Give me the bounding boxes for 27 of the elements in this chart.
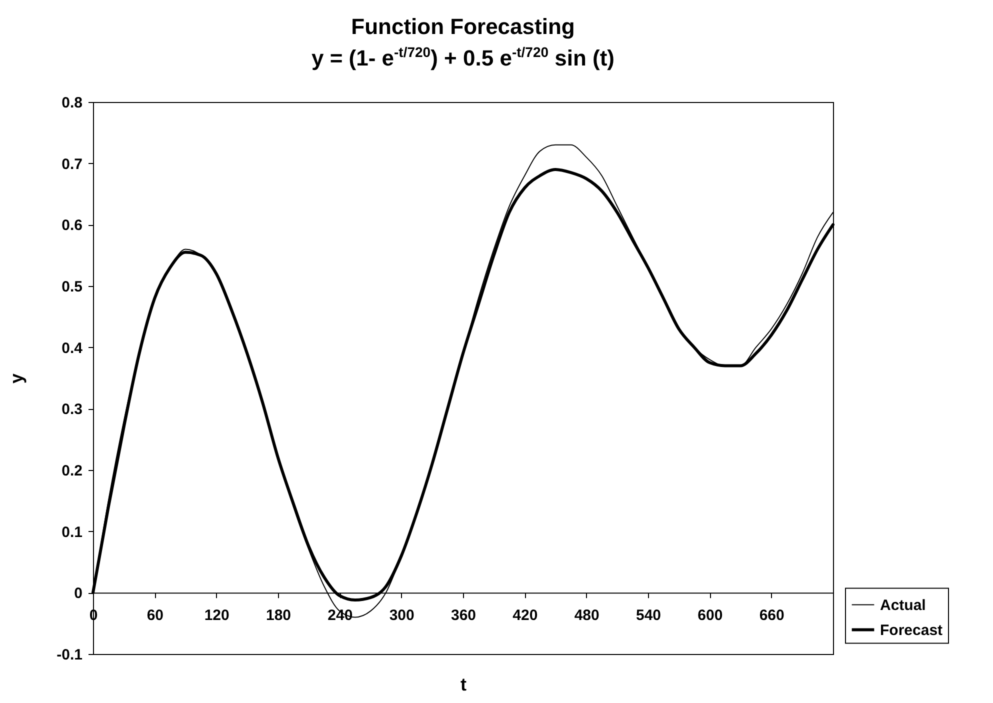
x-tick-label: 300 [389, 607, 414, 624]
x-tick-label: 540 [636, 607, 662, 624]
y-tick-label: 0 [74, 585, 82, 602]
y-tick-label: 0.3 [62, 401, 82, 418]
x-axis-title: t [460, 674, 466, 694]
y-tick-label: 0.7 [62, 156, 82, 173]
y-tick-label: 0.5 [62, 278, 82, 296]
x-tick-label: 120 [204, 607, 230, 624]
x-tick-label: 360 [450, 607, 476, 624]
x-tick-label: 480 [574, 607, 600, 624]
x-tick-label: 240 [328, 607, 353, 624]
chart-title: Function Forecasting [350, 13, 576, 40]
chart-subtitle: y = (1- e$^{-t/720}$) + 0.5 e$^{-t/720}$ sin (t) [310, 44, 616, 72]
x-tick-label: 60 [146, 607, 164, 624]
y-tick-label: -0.1 [56, 646, 82, 664]
y-tick-label: 0.4 [62, 340, 84, 357]
x-tick-label: 420 [512, 607, 538, 624]
y-tick-label: 0.8 [62, 94, 82, 112]
y-tick-label: 0.2 [62, 462, 82, 480]
y-tick-label: 0.1 [62, 524, 82, 541]
legend-label: Forecast [880, 622, 943, 639]
x-tick-label: 660 [759, 607, 784, 624]
x-tick-label: 600 [698, 607, 723, 624]
x-tick-label: 180 [266, 607, 292, 624]
y-axis-title: y [6, 373, 27, 384]
y-tick-label: 0.6 [62, 217, 82, 234]
legend-label: Actual [880, 596, 926, 614]
